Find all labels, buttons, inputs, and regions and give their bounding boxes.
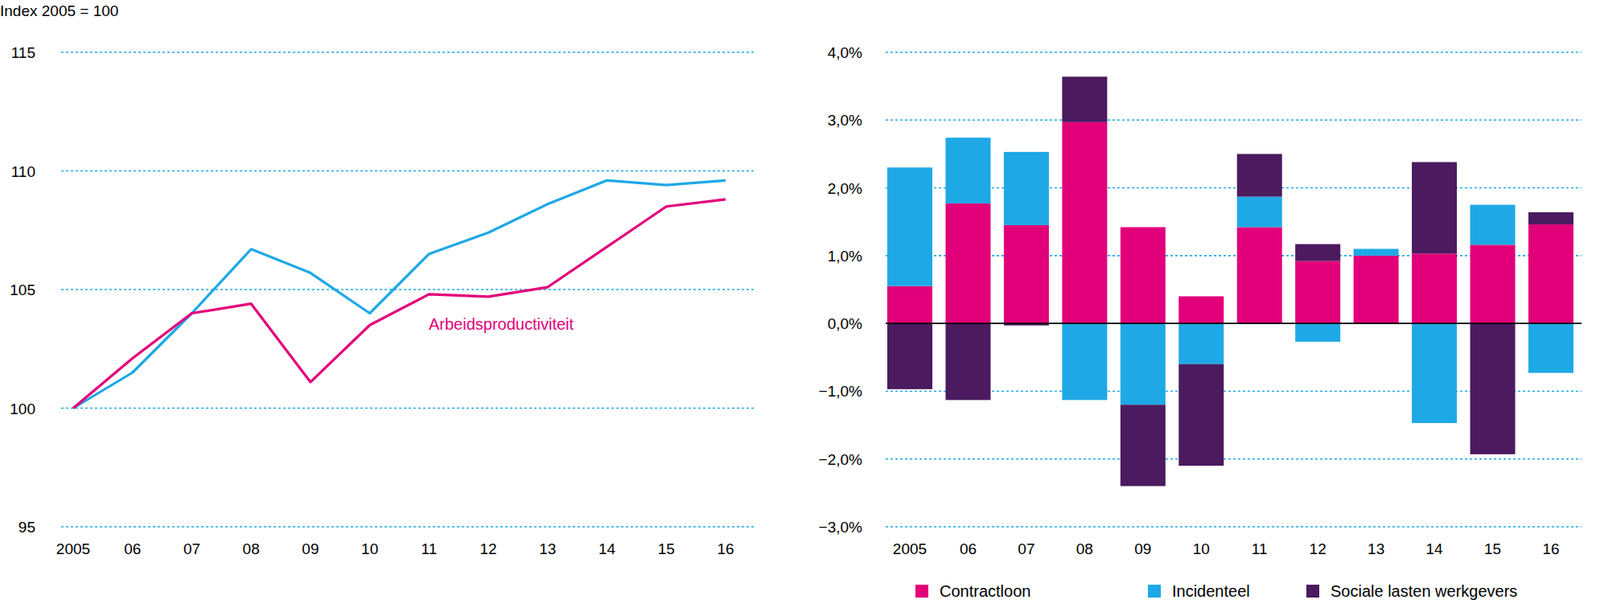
bar-segment bbox=[1120, 323, 1166, 405]
legend-label: Incidenteel bbox=[1172, 582, 1251, 601]
grid-line bbox=[885, 526, 1582, 528]
bar-segment bbox=[1295, 261, 1341, 325]
bar-segment bbox=[887, 167, 933, 286]
bar-segment bbox=[1061, 76, 1107, 122]
y-tick-label: 115 bbox=[11, 44, 36, 62]
bar-segment bbox=[945, 203, 991, 324]
bar-segment bbox=[1353, 248, 1399, 256]
bar-segment bbox=[1120, 226, 1166, 324]
bar-segment bbox=[1470, 323, 1516, 455]
bar-segment bbox=[1237, 226, 1283, 324]
x-tick-label: 07 bbox=[1017, 540, 1035, 558]
grid-line bbox=[61, 288, 756, 291]
y-axis-label: Index 2005 = 100 bbox=[0, 2, 119, 20]
x-tick-label: 13 bbox=[1367, 540, 1385, 558]
bar-segment bbox=[1295, 244, 1341, 262]
bar-segment bbox=[1411, 323, 1457, 424]
grid-line bbox=[61, 51, 756, 54]
bar-segment bbox=[1411, 253, 1457, 324]
bar-segment bbox=[887, 286, 933, 324]
legend-label: Sociale lasten werkgevers bbox=[1330, 582, 1518, 601]
legend-label: Contractloon bbox=[939, 582, 1031, 601]
y-tick-label: 0,0% bbox=[827, 315, 863, 333]
legend-swatch bbox=[915, 584, 929, 598]
grid-line bbox=[885, 119, 1582, 121]
y-tick-label: 110 bbox=[11, 163, 36, 181]
bar-segment bbox=[1003, 225, 1049, 324]
bar-segment bbox=[1120, 404, 1166, 486]
x-tick-label: 09 bbox=[301, 540, 319, 558]
x-tick-label: 2005 bbox=[56, 540, 91, 558]
x-tick-label: 10 bbox=[1192, 540, 1210, 558]
line-series bbox=[73, 199, 726, 409]
x-tick-label: 12 bbox=[1309, 540, 1327, 558]
x-tick-label: 14 bbox=[1426, 540, 1444, 558]
bar-segment bbox=[1470, 244, 1516, 324]
zero-line bbox=[885, 322, 1582, 325]
x-tick-label: 08 bbox=[1076, 540, 1094, 558]
x-tick-label: 08 bbox=[242, 540, 260, 558]
bar-segment bbox=[1353, 255, 1399, 324]
grid-line bbox=[885, 458, 1582, 461]
bar-segment bbox=[1237, 197, 1283, 228]
bar-segment bbox=[1528, 323, 1574, 374]
x-tick-label: 11 bbox=[420, 540, 437, 558]
x-tick-label: 16 bbox=[1542, 540, 1559, 558]
x-tick-label: 12 bbox=[480, 540, 498, 558]
line-series bbox=[73, 180, 726, 408]
y-tick-label: 2,0% bbox=[827, 180, 863, 198]
bar-segment bbox=[1178, 323, 1224, 365]
grid-line bbox=[61, 170, 756, 173]
plot-area bbox=[73, 180, 726, 408]
grid-line bbox=[885, 51, 1582, 54]
y-tick-label: −1,0% bbox=[818, 382, 864, 400]
bar-segment bbox=[1003, 152, 1049, 226]
y-tick-label: 105 bbox=[9, 281, 36, 299]
x-tick-label: 14 bbox=[598, 540, 617, 558]
y-tick-label: 4,0% bbox=[827, 44, 863, 62]
bar-segment bbox=[945, 137, 991, 204]
bar-segment bbox=[1295, 323, 1341, 342]
chart-bar: −3,0% −2,0% −1,0% 0,0% 1,0% 2,0% 3,0% 4,0% 2005 0… bbox=[818, 44, 1582, 601]
x-tick-label: 06 bbox=[123, 540, 141, 558]
x-tick-label: 15 bbox=[658, 540, 675, 558]
grid-line bbox=[61, 526, 756, 528]
y-tick-label: −2,0% bbox=[818, 451, 864, 469]
x-tick-label: 11 bbox=[1251, 540, 1268, 558]
figure: 95 100 105 110 115 2005 06 07 08 09 10 11 12 13 14 15 16… bbox=[0, 0, 1600, 608]
bar-segment bbox=[1237, 153, 1283, 197]
plot-area bbox=[887, 76, 1574, 486]
y-tick-label: 95 bbox=[18, 518, 36, 536]
bar-segment bbox=[1411, 162, 1457, 255]
x-tick-label: 06 bbox=[959, 540, 977, 558]
bar-segment bbox=[887, 323, 933, 390]
bar-segment bbox=[1061, 323, 1107, 400]
bar-segment bbox=[1470, 205, 1516, 246]
bar-segment bbox=[1178, 296, 1224, 324]
x-tick-label: 10 bbox=[361, 540, 379, 558]
y-tick-label: 100 bbox=[9, 400, 36, 418]
legend-swatch bbox=[1147, 584, 1161, 598]
legend-swatch bbox=[1306, 584, 1320, 598]
series-annotation: Arbeidsproductiviteit bbox=[428, 315, 575, 334]
y-tick-label: 1,0% bbox=[827, 247, 863, 265]
bar-segment bbox=[1528, 212, 1574, 225]
grid-line bbox=[885, 322, 1582, 325]
y-tick-label: −3,0% bbox=[818, 518, 864, 536]
x-tick-label: 16 bbox=[716, 540, 734, 558]
bar-segment bbox=[945, 323, 991, 400]
x-tick-label: 07 bbox=[183, 540, 201, 558]
y-tick-label: 3,0% bbox=[827, 111, 863, 129]
x-tick-label: 15 bbox=[1484, 540, 1502, 558]
chart-line: 95 100 105 110 115 2005 06 07 08 09 10 11 12 13 14 15 16… bbox=[0, 2, 756, 558]
bar-segment bbox=[1061, 122, 1107, 324]
grid-line bbox=[61, 407, 756, 410]
x-tick-label: 2005 bbox=[892, 540, 927, 558]
bar-segment bbox=[1178, 364, 1224, 466]
x-tick-label: 09 bbox=[1134, 540, 1152, 558]
x-tick-label: 13 bbox=[538, 540, 556, 558]
bar-segment bbox=[1528, 224, 1574, 324]
